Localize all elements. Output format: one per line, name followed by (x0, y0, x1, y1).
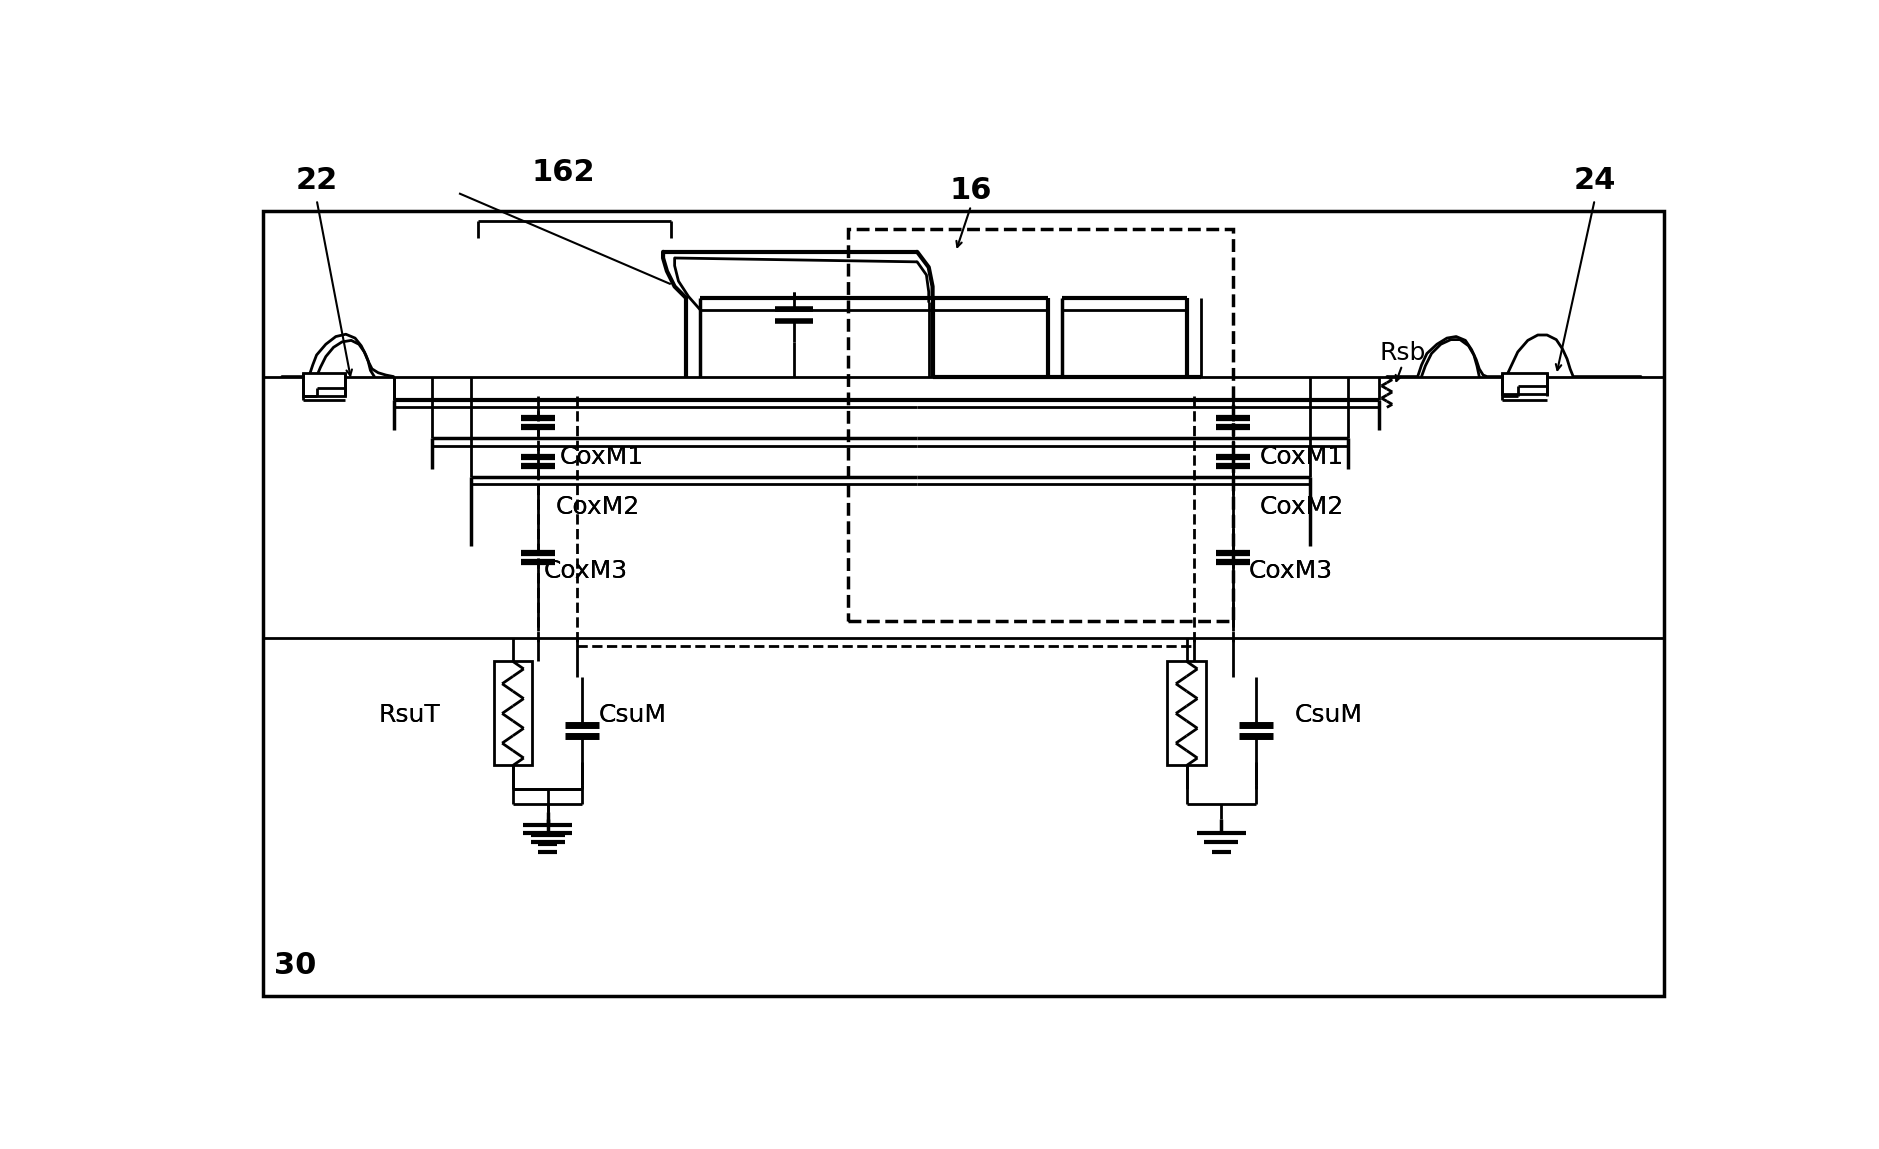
Bar (1503, 372, 1546, 394)
Text: 24: 24 (1573, 165, 1616, 194)
Text: CoxM1: CoxM1 (560, 446, 643, 470)
Text: RsuT: RsuT (378, 703, 440, 727)
Text: CoxM3: CoxM3 (545, 558, 628, 583)
Text: CoxM2: CoxM2 (556, 495, 639, 519)
Text: 30: 30 (274, 951, 316, 980)
Bar (263, 211, 1665, 996)
Text: CsuM: CsuM (1295, 703, 1362, 727)
Text: CoxM2: CoxM2 (556, 495, 639, 519)
Text: 16: 16 (949, 176, 992, 205)
Text: Rsb: Rsb (1379, 341, 1426, 365)
Bar (1167, 662, 1206, 765)
Bar (303, 372, 346, 395)
Text: CoxM3: CoxM3 (1248, 558, 1332, 583)
Text: CoxM1: CoxM1 (560, 446, 643, 470)
Text: CoxM1: CoxM1 (1261, 446, 1343, 470)
Text: CoxM3: CoxM3 (1248, 558, 1332, 583)
Text: CoxM2: CoxM2 (1261, 495, 1343, 519)
Text: CoxM3: CoxM3 (545, 558, 628, 583)
Text: CsuM: CsuM (598, 703, 667, 727)
Text: CsuM: CsuM (1295, 703, 1362, 727)
Text: CoxM1: CoxM1 (1261, 446, 1343, 470)
Text: CoxM2: CoxM2 (1261, 495, 1343, 519)
Text: RsuT: RsuT (378, 703, 440, 727)
Bar (847, 229, 1233, 622)
Text: 22: 22 (295, 165, 338, 194)
Bar (494, 662, 532, 765)
Text: CsuM: CsuM (598, 703, 667, 727)
Text: 162: 162 (532, 159, 596, 187)
